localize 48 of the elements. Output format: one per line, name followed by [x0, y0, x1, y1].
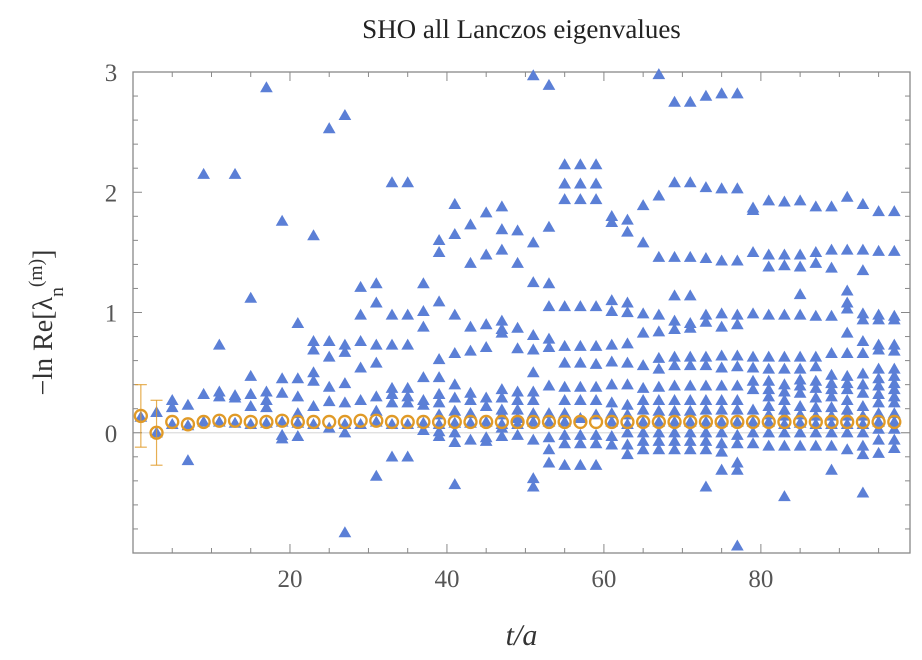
point — [338, 414, 352, 430]
point — [322, 414, 336, 430]
point — [479, 414, 494, 430]
y-tick-label: 1 — [104, 300, 118, 328]
point — [683, 414, 698, 430]
point — [762, 414, 776, 430]
x-tick-label: 60 — [591, 566, 616, 593]
point — [714, 414, 729, 430]
point — [840, 414, 854, 430]
point — [228, 414, 242, 428]
point — [573, 414, 588, 430]
point — [353, 414, 368, 428]
point — [400, 414, 415, 430]
point — [306, 414, 321, 430]
x-tick-label: 20 — [277, 566, 302, 593]
point — [244, 414, 258, 430]
point — [165, 414, 180, 430]
point — [730, 414, 744, 430]
point — [588, 414, 604, 430]
point — [196, 414, 211, 430]
point — [824, 414, 839, 430]
point — [494, 414, 510, 430]
point — [526, 414, 540, 430]
point — [542, 414, 556, 430]
x-axis-title: t/a — [506, 619, 538, 652]
point — [887, 414, 902, 430]
point — [667, 414, 682, 430]
chart-title: SHO all Lanczos eigenvalues — [362, 14, 681, 44]
point — [746, 414, 760, 430]
point — [871, 414, 886, 430]
y-tick-label: 0 — [104, 420, 118, 448]
point — [777, 414, 792, 430]
x-tick-label: 40 — [434, 566, 460, 593]
x-tick-label: 80 — [748, 566, 774, 593]
point — [636, 414, 650, 430]
point — [384, 414, 400, 430]
point — [652, 414, 666, 430]
point — [510, 414, 525, 430]
point — [558, 414, 572, 430]
y-tick-label: 3 — [104, 60, 118, 87]
point — [149, 426, 164, 440]
point — [808, 414, 823, 430]
point — [856, 414, 870, 430]
y-tick-label: 2 — [104, 180, 118, 208]
point — [604, 414, 619, 430]
point — [698, 414, 714, 430]
point — [620, 414, 635, 430]
point — [432, 414, 446, 430]
